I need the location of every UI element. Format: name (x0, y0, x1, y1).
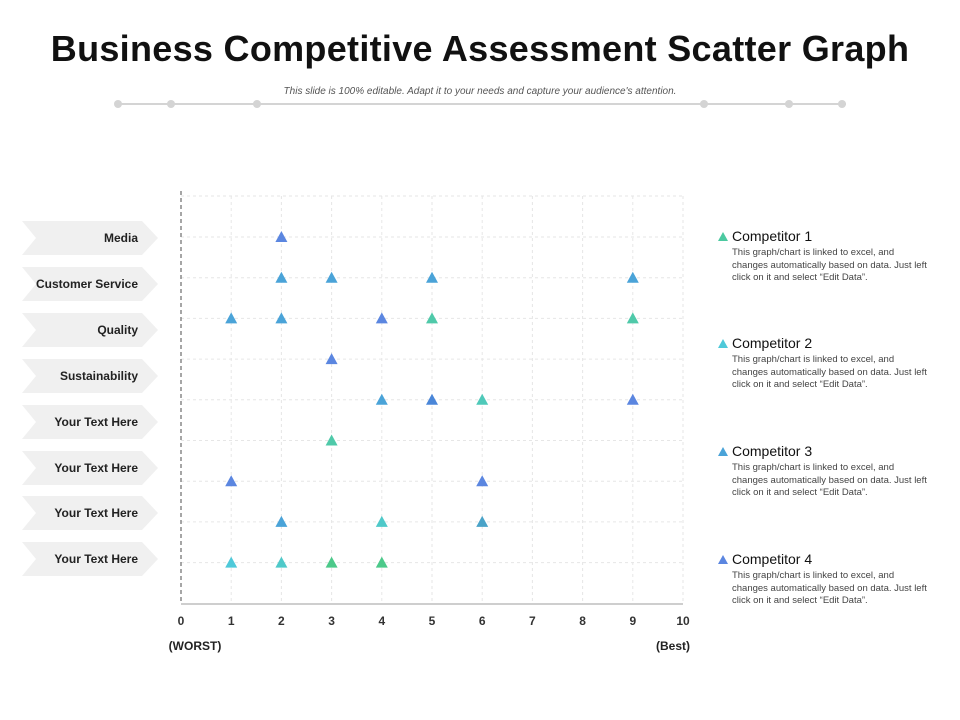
data-point-triangle (325, 353, 338, 365)
legend-name: Competitor 4 (732, 551, 813, 567)
row-label-media: Media (22, 221, 158, 255)
data-point-triangle (476, 393, 489, 405)
legend-name: Competitor 2 (732, 335, 813, 351)
data-point-triangle (426, 312, 438, 324)
chart-points (225, 231, 639, 568)
data-point-triangle (375, 556, 388, 568)
row-label-quality: Quality (22, 313, 158, 347)
row-label-custom-1: Your Text Here (22, 405, 158, 439)
data-point-triangle (275, 231, 288, 242)
row-label-sustainability: Sustainability (22, 359, 158, 393)
data-point-triangle (275, 556, 288, 568)
row-label-text: Quality (97, 323, 138, 337)
data-point-triangle (275, 312, 288, 324)
triangle-icon (718, 446, 728, 456)
data-point-triangle (375, 312, 388, 324)
data-point-triangle (476, 515, 489, 527)
x-tick-label: 10 (676, 614, 690, 628)
triangle-icon (718, 231, 728, 241)
data-point-triangle (325, 434, 338, 446)
chart-axes (180, 191, 683, 605)
data-point-triangle (325, 271, 338, 283)
row-label-text: Customer Service (35, 277, 138, 291)
row-label-text: Your Text Here (54, 506, 138, 520)
legend-description: This graph/chart is linked to excel, and… (732, 570, 927, 606)
row-label-text: Your Text Here (54, 552, 138, 566)
data-point-triangle (476, 475, 489, 487)
row-label-custom-3: Your Text Here (22, 496, 158, 530)
data-point-triangle (275, 271, 288, 283)
legend-item-competitor-3: Competitor 3 This graph/chart is linked … (718, 443, 948, 500)
data-point-triangle (626, 271, 639, 283)
row-label-text: Media (103, 231, 138, 245)
row-label-custom-4: Your Text Here (22, 542, 158, 576)
arrow-tag-shape (22, 542, 158, 576)
x-tick-label: 1 (228, 614, 235, 628)
arrow-tag-shape (22, 267, 158, 301)
x-tick-label: 4 (378, 614, 385, 628)
data-point-triangle (225, 556, 238, 568)
arrow-tag-shape (22, 359, 158, 393)
data-point-triangle (626, 312, 639, 324)
x-axis-label-worst: (WORST) (169, 639, 222, 653)
page-subtitle: This slide is 100% editable. Adapt it to… (283, 86, 677, 97)
legend-item-competitor-1: Competitor 1 This graph/chart is linked … (718, 228, 948, 285)
x-tick-label: 9 (629, 614, 636, 628)
row-label-custom-2: Your Text Here (22, 451, 158, 485)
legend-name: Competitor 3 (732, 443, 813, 459)
x-tick-label: 7 (529, 614, 536, 628)
data-point-triangle (275, 515, 288, 527)
row-label-customer-service: Customer Service (22, 267, 158, 301)
data-point-triangle (225, 312, 238, 324)
legend-description: This graph/chart is linked to excel, and… (732, 247, 927, 283)
chart-tick-labels: 0 1 2 3 4 5 6 7 8 9 10 (178, 614, 690, 628)
x-axis-label-best: (Best) (656, 639, 690, 653)
legend-description: This graph/chart is linked to excel, and… (732, 354, 927, 390)
legend-item-competitor-2: Competitor 2 This graph/chart is linked … (718, 335, 948, 392)
data-point-triangle (375, 515, 388, 527)
row-label-text: Your Text Here (54, 461, 138, 475)
arrow-tag-shape (22, 405, 158, 439)
arrow-tag-shape (22, 451, 158, 485)
decorative-timeline (114, 100, 846, 108)
x-tick-label: 8 (579, 614, 586, 628)
legend-name: Competitor 1 (732, 228, 813, 244)
data-point-triangle (426, 393, 438, 405)
x-tick-label: 3 (328, 614, 335, 628)
x-tick-label: 0 (178, 614, 185, 628)
page-title: Business Competitive Assessment Scatter … (50, 28, 910, 69)
arrow-tag-shape (22, 496, 158, 530)
legend-item-competitor-4: Competitor 4 This graph/chart is linked … (718, 551, 948, 608)
row-label-text: Sustainability (59, 369, 138, 383)
data-point-triangle (626, 393, 639, 405)
data-point-triangle (225, 475, 238, 487)
legend-description: This graph/chart is linked to excel, and… (732, 462, 927, 498)
x-tick-label: 6 (479, 614, 486, 628)
arrow-tag-shape (22, 313, 158, 347)
arrow-tag-shape (22, 221, 158, 255)
data-point-triangle (426, 271, 438, 283)
data-point-triangle (375, 393, 388, 405)
x-tick-label: 2 (278, 614, 285, 628)
row-label-text: Your Text Here (54, 415, 138, 429)
data-point-triangle (325, 556, 338, 568)
x-tick-label: 5 (429, 614, 436, 628)
triangle-icon (718, 338, 728, 348)
triangle-icon (718, 554, 728, 564)
